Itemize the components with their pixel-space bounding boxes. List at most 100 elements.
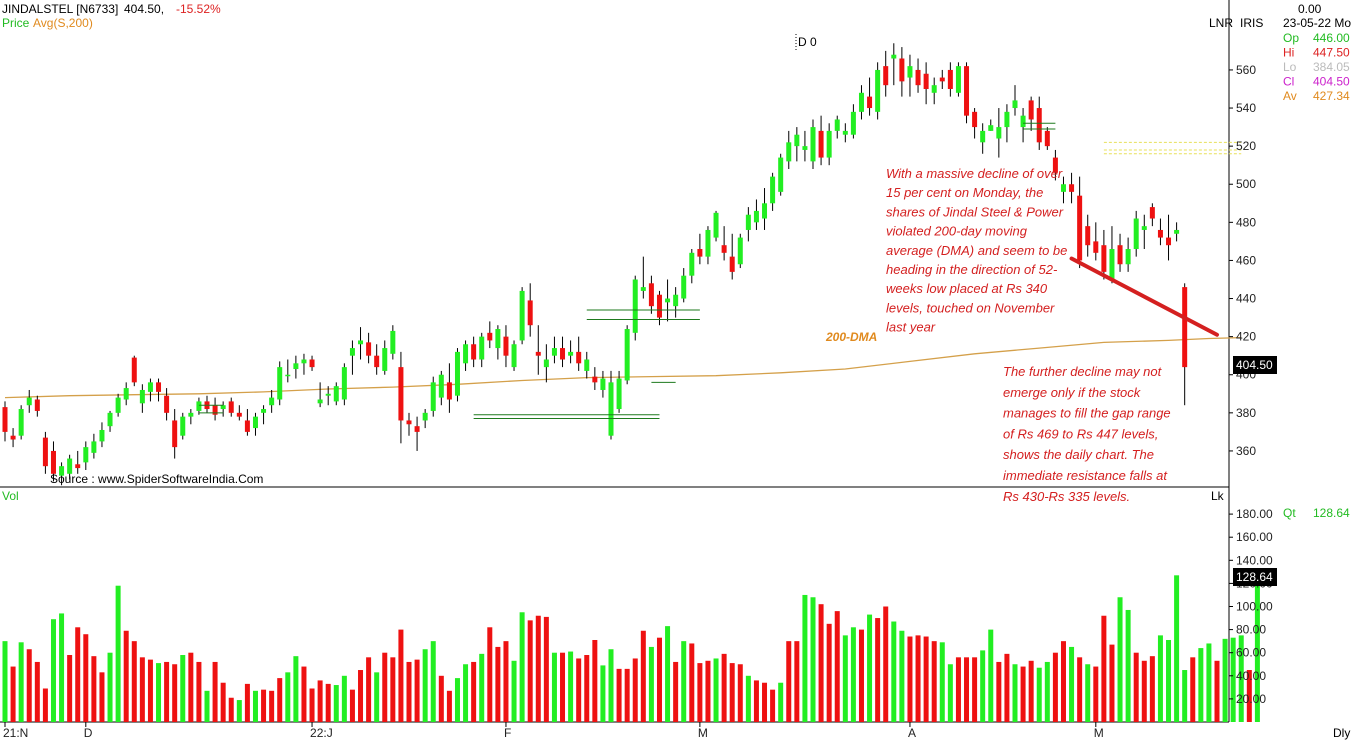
price-tick-label: 540 xyxy=(1236,101,1256,115)
volume-bar xyxy=(196,661,202,722)
volume-bar xyxy=(317,680,323,722)
candle-body xyxy=(107,412,113,427)
volume-bar xyxy=(1093,666,1099,722)
candle-body xyxy=(1117,245,1123,265)
candle-body xyxy=(293,363,299,370)
candle-body xyxy=(1109,249,1115,280)
volume-bar xyxy=(406,661,412,722)
volume-bar xyxy=(99,672,105,722)
candle-body xyxy=(616,378,622,410)
candle-body xyxy=(891,54,897,59)
volume-bar xyxy=(1125,609,1131,722)
candle-body xyxy=(471,344,477,360)
annotation-line: With a massive decline of over xyxy=(886,166,1063,181)
lnr-label: LNR xyxy=(1209,16,1233,30)
volume-bar xyxy=(398,629,404,722)
candle-body xyxy=(1174,229,1180,234)
candle-body xyxy=(390,330,396,354)
candle-body xyxy=(560,348,566,360)
volume-tick-label: 20.00 xyxy=(1236,692,1266,706)
candle-body xyxy=(947,69,953,89)
candle-body xyxy=(543,359,549,368)
candle-body xyxy=(59,466,65,476)
volume-bar xyxy=(834,611,840,722)
volume-bar xyxy=(1060,641,1066,722)
annotation-line: shares of Jindal Steel & Power xyxy=(886,204,1064,219)
volume-bar xyxy=(584,655,590,722)
candle-body xyxy=(535,351,541,356)
volume-bar xyxy=(123,630,129,722)
candle-body xyxy=(875,69,881,112)
volume-bar xyxy=(115,585,121,722)
volume-bar xyxy=(285,672,291,722)
volume-bar xyxy=(487,627,493,722)
volume-bar xyxy=(374,672,380,722)
volume-bar xyxy=(131,641,137,722)
candle-body xyxy=(309,359,315,368)
candle-body xyxy=(42,437,48,467)
candle-body xyxy=(131,357,137,383)
volume-bar xyxy=(786,641,792,722)
volume-bar xyxy=(107,652,113,722)
volume-bar xyxy=(883,606,889,722)
info-row-label: Hi xyxy=(1283,46,1294,60)
main-annotation: With a massive decline of over 15 per cen… xyxy=(886,166,1067,335)
candle-body xyxy=(220,405,226,410)
lower-annotation: The further decline may not emerge only i… xyxy=(1003,364,1171,504)
annotation-line: emerge only if the stock xyxy=(1003,385,1142,400)
candle-body xyxy=(83,447,89,463)
volume-panel-label: Vol xyxy=(2,489,19,503)
info-row-value: 447.50 xyxy=(1313,46,1350,60)
candle-body xyxy=(1004,111,1010,128)
candle-body xyxy=(1125,249,1131,265)
volume-bar xyxy=(1230,637,1236,722)
price-tick-label: 360 xyxy=(1236,444,1256,458)
volume-bar xyxy=(34,661,40,722)
candle-body xyxy=(495,329,501,349)
volume-bar xyxy=(1141,660,1147,722)
candle-body xyxy=(608,382,614,436)
candle-body xyxy=(1085,226,1091,246)
volume-bar xyxy=(778,682,784,722)
candle-body xyxy=(236,412,242,417)
candle-body xyxy=(972,111,978,128)
candle-body xyxy=(996,127,1002,139)
candle-body xyxy=(1182,287,1188,368)
cursor-marker-label: D 0 xyxy=(798,35,817,49)
volume-bar xyxy=(1020,666,1026,722)
volume-bar xyxy=(83,634,89,722)
date-tick-label: 21:N xyxy=(3,726,28,740)
candle-body xyxy=(406,420,412,425)
volume-bar xyxy=(390,657,396,722)
price-tick-label: 380 xyxy=(1236,406,1256,420)
volume-bar xyxy=(1190,657,1196,722)
volume-bar xyxy=(980,650,986,722)
candle-body xyxy=(349,348,355,356)
candle-body xyxy=(551,348,557,356)
volume-bar xyxy=(471,661,477,722)
volume-bar xyxy=(147,659,153,722)
candles-layer xyxy=(2,43,1188,486)
price-tick-label: 440 xyxy=(1236,292,1256,306)
info-row-value: 404.50 xyxy=(1313,75,1350,89)
volume-bar xyxy=(1133,652,1139,722)
support-resistance-layer xyxy=(198,122,1242,420)
candle-body xyxy=(648,283,654,307)
volume-bar xyxy=(1044,661,1050,722)
volume-bar xyxy=(858,629,864,722)
volume-bar xyxy=(996,661,1002,722)
volume-bar xyxy=(1085,664,1091,722)
volume-bar xyxy=(624,668,630,722)
volume-bar xyxy=(794,641,800,722)
annotation-line: The further decline may not xyxy=(1003,364,1163,379)
volume-bar xyxy=(737,664,743,722)
volume-bar xyxy=(964,657,970,722)
volume-bar xyxy=(10,666,16,722)
volume-bar xyxy=(1052,652,1058,722)
candle-body xyxy=(1133,218,1139,250)
candle-body xyxy=(778,157,784,192)
volume-bar xyxy=(656,637,662,722)
volume-bar xyxy=(1182,670,1188,722)
candle-body xyxy=(923,73,929,89)
candle-body xyxy=(762,203,768,219)
